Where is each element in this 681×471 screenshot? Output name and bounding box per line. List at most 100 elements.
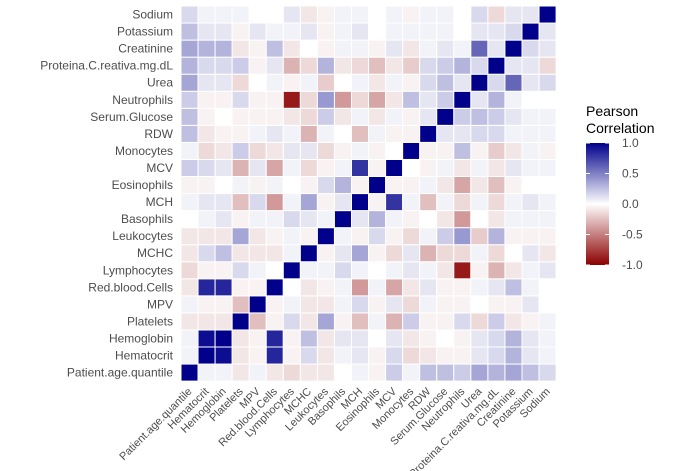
heatmap-cell-Proteina.C.reativa.mg.dL-Patient.age.quantile [180, 56, 199, 75]
heatmap-cell-Urea-Creatinine [504, 73, 523, 92]
heatmap-cell-Hemoglobin-Leukocytes [316, 329, 335, 348]
heatmap-cell-Creatinine-MCV [385, 39, 404, 58]
heatmap-cell-Eosinophils-Potassium [521, 176, 540, 195]
heatmap-cell-Proteina.C.reativa.mg.dL-Creatinine [504, 56, 523, 75]
heatmap-cell-Sodium-Red.blood.Cells [265, 5, 284, 24]
heatmap-cell-Leukocytes-Proteina.C.reativa.mg.dL [487, 227, 506, 246]
heatmap-cell-Hematocrit-Serum.Glucose [436, 346, 455, 365]
heatmap-cell-MCV-Lymphocytes [282, 158, 301, 177]
heatmap-cell-MPV-Proteina.C.reativa.mg.dL [487, 295, 506, 314]
heatmap-cell-Patient.age.quantile-Creatinine [504, 363, 523, 382]
heatmap-cell-Monocytes-Serum.Glucose [436, 141, 455, 160]
heatmap-cell-Urea-MCV [385, 73, 404, 92]
y-tick-label: Leukocytes [112, 229, 173, 243]
heatmap-cell-Platelets-Platelets [231, 312, 250, 331]
heatmap-cell-Lymphocytes-Creatinine [504, 261, 523, 280]
heatmap-cell-Hemoglobin-Potassium [521, 329, 540, 348]
heatmap-cell-Leukocytes-MCHC [299, 227, 318, 246]
heatmap-cell-Monocytes-Eosinophils [368, 141, 387, 160]
heatmap-cell-Serum.Glucose-Leukocytes [316, 107, 335, 126]
heatmap-cell-Patient.age.quantile-Sodium [538, 363, 557, 382]
heatmap-cell-Potassium-MCHC [299, 22, 318, 41]
heatmap-cell-Neutrophils-Patient.age.quantile [180, 90, 199, 109]
heatmap-cell-Creatinine-Sodium [538, 39, 557, 58]
heatmap-cell-Monocytes-Neutrophils [453, 141, 472, 160]
heatmap-cell-Lymphocytes-Serum.Glucose [436, 261, 455, 280]
heatmap-cell-Monocytes-Red.blood.Cells [265, 141, 284, 160]
heatmap-cell-Leukocytes-MCV [385, 227, 404, 246]
legend-ticks: 1.0 0.5 0.0 -0.5 -1.0 [586, 136, 643, 272]
heatmap-cell-Monocytes-MCHC [299, 141, 318, 160]
heatmap-cells [180, 5, 557, 382]
heatmap-cell-RDW-Eosinophils [368, 124, 387, 143]
heatmap-cell-Basophils-Serum.Glucose [436, 210, 455, 229]
y-tick-label: Red.blood.Cells [88, 280, 173, 294]
heatmap-cell-MPV-RDW [419, 295, 438, 314]
heatmap-cell-Platelets-Proteina.C.reativa.mg.dL [487, 312, 506, 331]
heatmap-cell-Hematocrit-MCH [351, 346, 370, 365]
heatmap-cell-Patient.age.quantile-Basophils [333, 363, 353, 382]
heatmap-cell-Hemoglobin-Patient.age.quantile [180, 329, 199, 348]
heatmap-cell-MPV-Serum.Glucose [436, 295, 455, 314]
heatmap-cell-MCV-Monocytes [402, 158, 421, 177]
heatmap-cell-Serum.Glucose-RDW [419, 107, 438, 126]
heatmap-cell-Hematocrit-Platelets [231, 346, 250, 365]
heatmap-cell-Red.blood.Cells-MPV [248, 278, 267, 297]
heatmap-cell-Patient.age.quantile-MCV [385, 363, 404, 382]
heatmap-cell-Patient.age.quantile-Monocytes [402, 363, 421, 382]
heatmap-cell-RDW-Patient.age.quantile [180, 124, 199, 143]
heatmap-cell-MPV-Eosinophils [368, 295, 387, 314]
heatmap-cell-Lymphocytes-Urea [470, 261, 489, 280]
heatmap-cell-Urea-Neutrophils [453, 73, 472, 92]
heatmap-cell-Proteina.C.reativa.mg.dL-Platelets [231, 56, 250, 75]
heatmap-cell-MCH-Platelets [231, 193, 250, 212]
heatmap-cell-MCH-Proteina.C.reativa.mg.dL [487, 193, 506, 212]
heatmap-cell-Patient.age.quantile-Leukocytes [316, 363, 335, 382]
color-legend: Pearson Correlation 1.0 0.5 0.0 -0.5 -1.0 [586, 103, 654, 272]
heatmap-cell-MCV-Proteina.C.reativa.mg.dL [487, 158, 506, 177]
heatmap-cell-Hematocrit-Hemoglobin [214, 346, 233, 365]
heatmap-cell-Sodium-Sodium [538, 5, 557, 24]
heatmap-cell-Red.blood.Cells-RDW [419, 278, 438, 297]
heatmap-cell-Sodium-MCHC [299, 5, 318, 24]
heatmap-cell-Serum.Glucose-Neutrophils [453, 107, 472, 126]
heatmap-cell-RDW-Hematocrit [197, 124, 216, 143]
heatmap-cell-Creatinine-Hemoglobin [214, 39, 233, 58]
heatmap-cell-MCV-MCHC [299, 158, 318, 177]
heatmap-cell-MPV-Urea [470, 295, 489, 314]
heatmap-cell-Red.blood.Cells-Patient.age.quantile [180, 278, 199, 297]
heatmap-cell-Leukocytes-MCH [351, 227, 370, 246]
heatmap-cell-Basophils-RDW [419, 210, 438, 229]
y-tick-label: Serum.Glucose [90, 110, 173, 124]
heatmap-cell-Hematocrit-Monocytes [402, 346, 421, 365]
heatmap-cell-Monocytes-Platelets [231, 141, 250, 160]
heatmap-cell-Red.blood.Cells-MCH [351, 278, 370, 297]
heatmap-cell-MPV-Potassium [521, 295, 540, 314]
heatmap-cell-Urea-Patient.age.quantile [180, 73, 199, 92]
heatmap-cell-MCH-Patient.age.quantile [180, 193, 199, 212]
heatmap-cell-Platelets-Hematocrit [197, 312, 216, 331]
legend-title-line2: Correlation [586, 120, 654, 136]
heatmap-cell-Red.blood.Cells-Serum.Glucose [436, 278, 455, 297]
heatmap-cell-Proteina.C.reativa.mg.dL-Potassium [521, 56, 540, 75]
heatmap-cell-MCHC-Creatinine [504, 244, 523, 263]
heatmap-cell-Neutrophils-Hemoglobin [214, 90, 233, 109]
heatmap-cell-RDW-Urea [470, 124, 489, 143]
heatmap-cell-Potassium-Monocytes [402, 22, 421, 41]
heatmap-cell-Proteina.C.reativa.mg.dL-Red.blood.Cells [265, 56, 284, 75]
heatmap-cell-Potassium-Lymphocytes [282, 22, 301, 41]
heatmap-cell-Hematocrit-Lymphocytes [282, 346, 301, 365]
heatmap-cell-Serum.Glucose-Lymphocytes [282, 107, 301, 126]
heatmap-cell-Patient.age.quantile-Neutrophils [453, 363, 472, 382]
heatmap-cell-Hematocrit-Eosinophils [368, 346, 387, 365]
heatmap-cell-Neutrophils-MPV [248, 90, 267, 109]
heatmap-cell-Leukocytes-Eosinophils [368, 227, 387, 246]
heatmap-cell-MCHC-Potassium [521, 244, 540, 263]
heatmap-cell-Creatinine-Urea [470, 39, 489, 58]
heatmap-cell-Monocytes-MCV [385, 141, 404, 160]
heatmap-cell-Proteina.C.reativa.mg.dL-Eosinophils [368, 56, 387, 75]
heatmap-cell-Urea-Hemoglobin [214, 73, 233, 92]
heatmap-cell-Potassium-Potassium [521, 22, 540, 41]
heatmap-cell-RDW-Neutrophils [453, 124, 472, 143]
heatmap-cell-Patient.age.quantile-Serum.Glucose [436, 363, 455, 382]
